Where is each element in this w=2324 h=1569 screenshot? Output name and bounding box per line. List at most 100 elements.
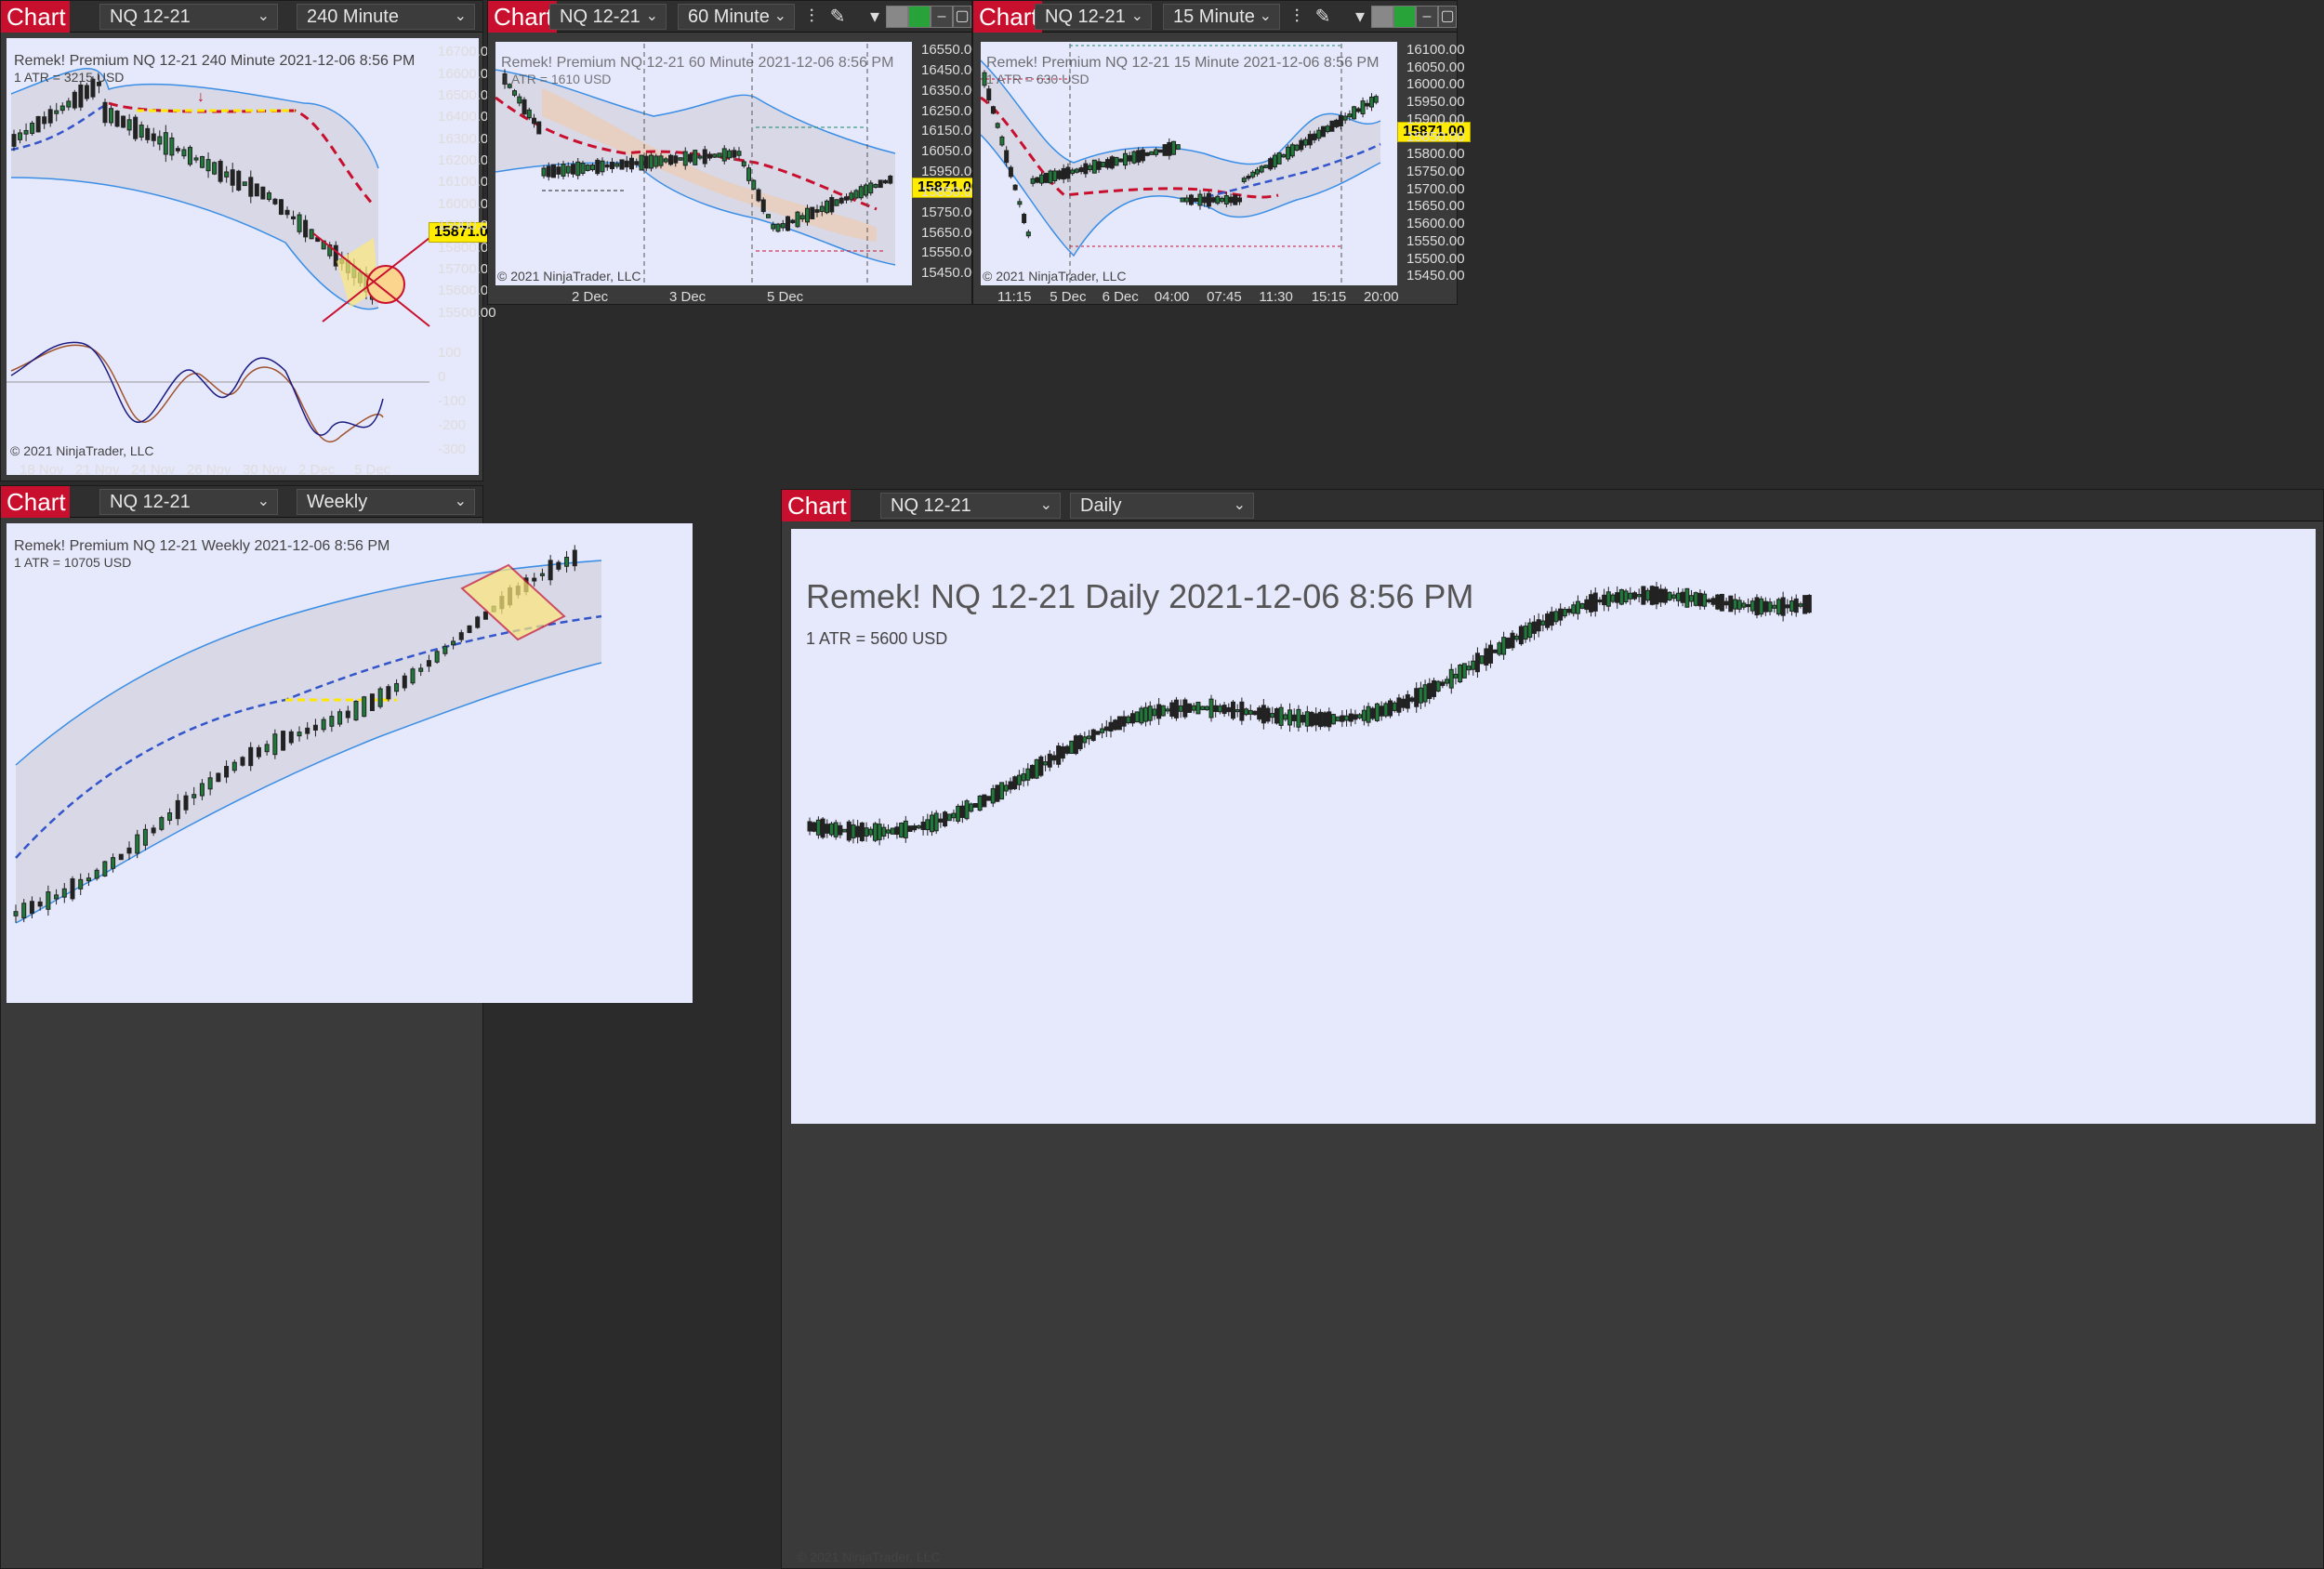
- instrument-selector[interactable]: NQ 12-21 ⌄: [549, 4, 667, 30]
- chart-header: Remek! Premium NQ 12-21 240 Minute 2021-…: [14, 53, 416, 69]
- instrument-selector[interactable]: NQ 12-21 ⌄: [1035, 4, 1152, 30]
- candle-body: [1558, 608, 1564, 621]
- candle-body: [825, 200, 829, 214]
- candle-body: [1241, 178, 1247, 182]
- candle-body: [1536, 619, 1541, 632]
- y-axis: 16550.00 16450.00 16350.00 16250.00 16150.00…: [918, 42, 980, 285]
- interval-selector[interactable]: 60 Minute ⌄: [678, 4, 795, 30]
- ema-red: [495, 96, 878, 211]
- candle-body: [1348, 713, 1353, 722]
- candle-body: [1134, 711, 1140, 723]
- price-panel[interactable]: [7, 523, 693, 1003]
- minimize-button[interactable]: –: [1416, 6, 1438, 28]
- candle-body: [142, 828, 148, 846]
- candle-body: [815, 819, 821, 836]
- candle-body: [1785, 604, 1790, 609]
- candle-body: [925, 819, 931, 831]
- link-button[interactable]: [1393, 6, 1416, 28]
- candle-body: [1291, 714, 1297, 722]
- candle-body: [199, 783, 205, 797]
- price-panel[interactable]: [495, 42, 912, 285]
- chart-menu-button[interactable]: Chart: [1, 486, 70, 518]
- candle-body: [649, 154, 654, 169]
- candle-body: [812, 822, 817, 832]
- axis-tick-label: 100: [438, 345, 462, 361]
- interval-selector[interactable]: 240 Minute ⌄: [297, 4, 475, 30]
- candle-body: [386, 686, 391, 700]
- chart-menu-button[interactable]: Chart: [488, 1, 557, 33]
- candle-body: [614, 163, 620, 167]
- candle-body: [1741, 602, 1747, 608]
- axis-tick-label: 15900.00: [438, 218, 496, 234]
- price-panel[interactable]: [980, 42, 1397, 285]
- candle-body: [977, 795, 983, 811]
- candle-body: [37, 901, 43, 907]
- draw-icon[interactable]: ✎: [829, 7, 846, 27]
- chart-menu-button[interactable]: Chart: [782, 490, 851, 521]
- candle-body: [619, 159, 625, 170]
- candle-body: [1191, 705, 1196, 711]
- candle-body: [1286, 146, 1291, 160]
- minimize-button[interactable]: –: [931, 6, 953, 28]
- band-fill: [16, 560, 601, 923]
- instrument-selector[interactable]: NQ 12-21 ⌄: [99, 489, 278, 515]
- axis-tick-label: 15550.00: [1406, 232, 1465, 249]
- candle-body: [1654, 587, 1659, 605]
- candle-body: [551, 164, 556, 178]
- candle-body: [1237, 197, 1243, 203]
- candle-body: [1025, 231, 1031, 237]
- candle-body: [288, 731, 294, 744]
- menu-icon[interactable]: ▾: [1354, 7, 1366, 27]
- bars-icon[interactable]: ⫶: [1294, 7, 1300, 27]
- candle-body: [1353, 714, 1358, 720]
- candle-body: [1347, 113, 1353, 118]
- interval-selector[interactable]: Daily ⌄: [1070, 493, 1254, 519]
- chart-menu-button[interactable]: Chart: [973, 1, 1042, 33]
- candle-body: [883, 179, 888, 184]
- price-tag: 15871.00: [912, 178, 985, 198]
- y-axis: 16100.00 16050.00 16000.00 15950.00 15900.00…: [1403, 42, 1465, 285]
- price-panel[interactable]: [791, 529, 2316, 1124]
- candle-body: [1329, 120, 1335, 132]
- candle-body: [321, 719, 326, 731]
- layout-button[interactable]: [886, 6, 908, 28]
- draw-icon[interactable]: ✎: [1314, 7, 1331, 27]
- candle-body: [1342, 115, 1348, 121]
- maximize-button[interactable]: ▢: [953, 6, 971, 28]
- candle-body: [1254, 169, 1260, 175]
- candle-body: [1649, 586, 1655, 605]
- arrow-down-icon: ↓: [197, 89, 205, 105]
- candle-body: [1325, 125, 1330, 133]
- candle-body: [1484, 648, 1489, 666]
- instrument-selector[interactable]: NQ 12-21 ⌄: [880, 493, 1061, 519]
- menu-icon[interactable]: ▾: [869, 7, 880, 27]
- layout-button[interactable]: [1371, 6, 1393, 28]
- candle-body: [1230, 701, 1235, 719]
- chart-menu-button[interactable]: Chart: [1, 1, 70, 33]
- candle-body: [912, 825, 918, 831]
- candle-body: [1004, 150, 1010, 164]
- candle-body: [1689, 595, 1695, 602]
- oscillator-panel[interactable]: [7, 334, 429, 455]
- candle-body: [1373, 96, 1379, 103]
- instrument-selector[interactable]: NQ 12-21 ⌄: [99, 4, 278, 30]
- candle-body: [888, 175, 893, 184]
- axis-tick-label: 24 Nov: [131, 462, 176, 478]
- interval-selector[interactable]: 15 Minute ⌄: [1163, 4, 1280, 30]
- candle-body: [1388, 700, 1393, 717]
- candle-body: [1458, 665, 1463, 683]
- candle-body: [1208, 698, 1214, 719]
- maximize-button[interactable]: ▢: [1438, 6, 1457, 28]
- candle-body: [159, 817, 165, 830]
- upper-band: [10, 68, 379, 169]
- chart-window-240min: Chart NQ 12-21 ⌄ 240 Minute ⌄ ↓ Remek! Pre…: [0, 0, 502, 481]
- link-button[interactable]: [908, 6, 931, 28]
- candle-body: [451, 640, 456, 646]
- interval-selector[interactable]: Weekly ⌄: [297, 489, 475, 515]
- candle-body: [135, 834, 140, 854]
- instrument-value: NQ 12-21: [110, 7, 191, 27]
- candle-body: [1488, 644, 1494, 664]
- bars-icon[interactable]: ⫶: [809, 7, 814, 27]
- candle-body: [1210, 197, 1216, 203]
- candles: [982, 70, 1379, 239]
